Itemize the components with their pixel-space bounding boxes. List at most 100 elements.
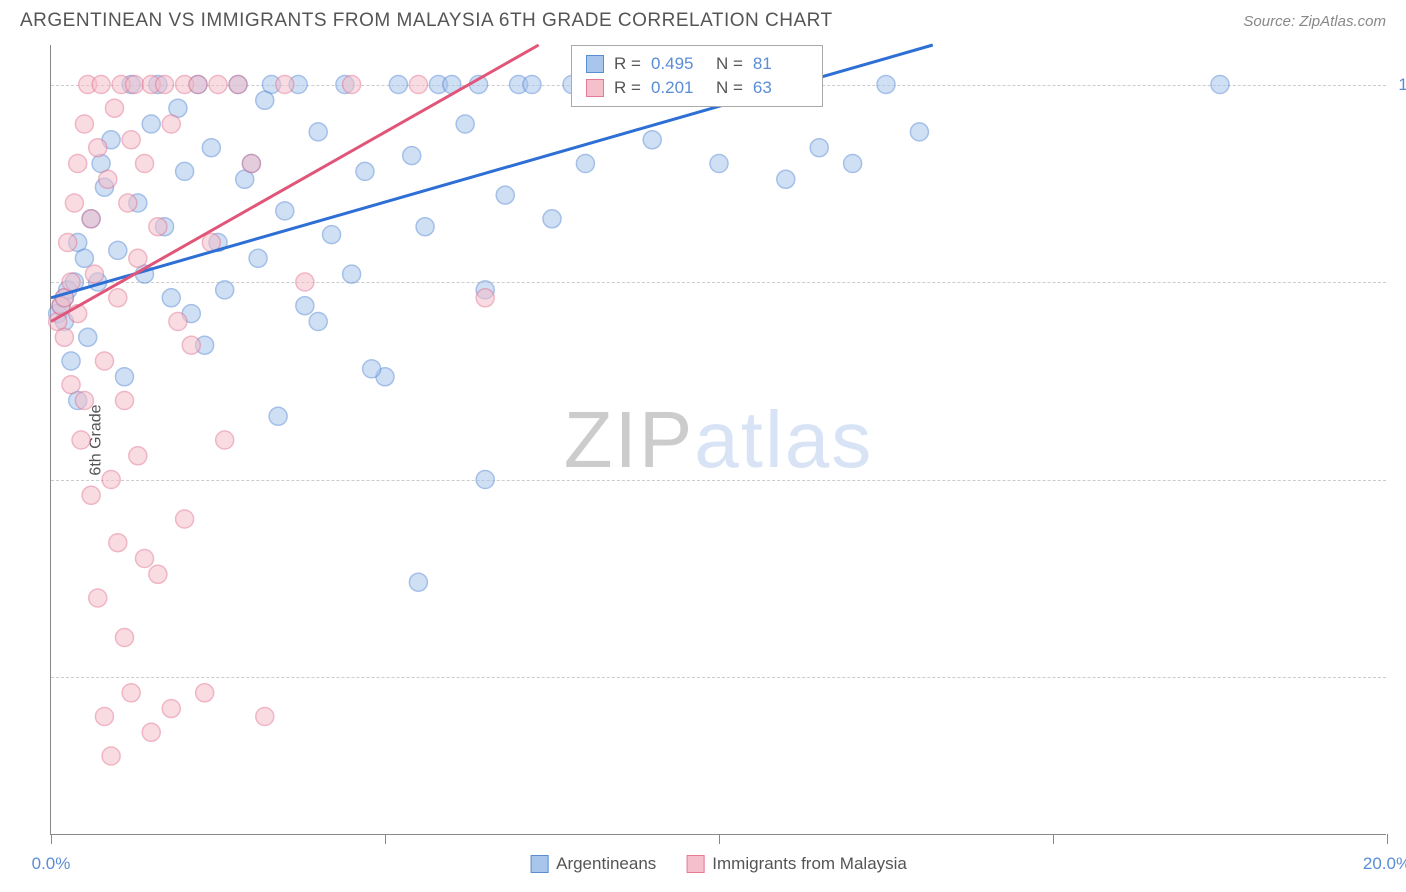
scatter-point <box>109 289 127 307</box>
scatter-point <box>122 684 140 702</box>
scatter-point <box>119 194 137 212</box>
scatter-point <box>343 265 361 283</box>
scatter-point <box>176 162 194 180</box>
plot-svg <box>51 45 1386 834</box>
scatter-point <box>356 162 374 180</box>
legend-swatch <box>530 855 548 873</box>
scatter-point <box>115 392 133 410</box>
legend-swatch <box>686 855 704 873</box>
y-tick-label: 95.0% <box>1396 470 1406 490</box>
stat-n-label: N = <box>716 78 743 98</box>
scatter-point <box>576 155 594 173</box>
x-tick <box>51 834 52 844</box>
scatter-point <box>95 708 113 726</box>
stat-n-value: 63 <box>753 78 808 98</box>
scatter-point <box>62 273 80 291</box>
x-tick-label: 20.0% <box>1363 854 1406 874</box>
scatter-point <box>109 241 127 259</box>
scatter-point <box>115 368 133 386</box>
stats-row: R = 0.495 N = 81 <box>586 52 808 76</box>
scatter-point <box>229 76 247 94</box>
scatter-point <box>269 407 287 425</box>
scatter-point <box>102 471 120 489</box>
scatter-point <box>242 155 260 173</box>
stat-n-value: 81 <box>753 54 808 74</box>
scatter-point <box>202 139 220 157</box>
stat-r-value: 0.495 <box>651 54 706 74</box>
stat-r-label: R = <box>614 54 641 74</box>
scatter-point <box>409 573 427 591</box>
scatter-point <box>543 210 561 228</box>
scatter-point <box>416 218 434 236</box>
scatter-point <box>182 336 200 354</box>
source-name: ZipAtlas.com <box>1299 13 1386 30</box>
scatter-point <box>95 352 113 370</box>
scatter-point <box>196 684 214 702</box>
scatter-point <box>85 265 103 283</box>
stat-n-label: N = <box>716 54 743 74</box>
scatter-point <box>142 115 160 133</box>
legend-label: Immigrants from Malaysia <box>712 854 907 874</box>
legend-label: Argentineans <box>556 854 656 874</box>
scatter-point <box>309 313 327 331</box>
scatter-point <box>409 76 427 94</box>
scatter-point <box>162 700 180 718</box>
scatter-point <box>476 289 494 307</box>
scatter-point <box>136 155 154 173</box>
scatter-point <box>209 76 227 94</box>
scatter-point <box>105 99 123 117</box>
x-tick-label: 0.0% <box>32 854 71 874</box>
scatter-point <box>149 218 167 236</box>
scatter-point <box>176 510 194 528</box>
legend-swatch <box>586 55 604 73</box>
scatter-point <box>403 147 421 165</box>
legend-swatch <box>586 79 604 97</box>
scatter-point <box>844 155 862 173</box>
scatter-point <box>79 328 97 346</box>
scatter-point <box>296 297 314 315</box>
scatter-point <box>129 249 147 267</box>
x-tick <box>385 834 386 844</box>
scatter-point <box>82 486 100 504</box>
scatter-point <box>156 76 174 94</box>
scatter-point <box>276 202 294 220</box>
y-tick-label: 100.0% <box>1396 75 1406 95</box>
scatter-point <box>216 281 234 299</box>
stat-r-value: 0.201 <box>651 78 706 98</box>
scatter-point <box>82 210 100 228</box>
scatter-point <box>456 115 474 133</box>
y-tick-label: 92.5% <box>1396 667 1406 687</box>
y-tick-label: 97.5% <box>1396 272 1406 292</box>
x-tick <box>1387 834 1388 844</box>
scatter-point <box>69 155 87 173</box>
scatter-point <box>1211 76 1229 94</box>
source-label: Source: <box>1243 13 1299 30</box>
scatter-point <box>343 76 361 94</box>
x-tick <box>1053 834 1054 844</box>
scatter-point <box>496 186 514 204</box>
bottom-legend: Argentineans Immigrants from Malaysia <box>530 854 907 874</box>
scatter-point <box>115 629 133 647</box>
scatter-point <box>72 431 90 449</box>
scatter-point <box>136 550 154 568</box>
scatter-point <box>523 76 541 94</box>
scatter-point <box>643 131 661 149</box>
stat-r-label: R = <box>614 78 641 98</box>
scatter-point <box>309 123 327 141</box>
chart-title: ARGENTINEAN VS IMMIGRANTS FROM MALAYSIA … <box>20 10 833 32</box>
scatter-point <box>877 76 895 94</box>
scatter-point <box>65 194 83 212</box>
scatter-point <box>142 723 160 741</box>
scatter-point <box>62 376 80 394</box>
scatter-point <box>910 123 928 141</box>
scatter-chart: 6th Grade 0.0%20.0% 92.5%95.0%97.5%100.0… <box>50 45 1386 835</box>
scatter-point <box>810 139 828 157</box>
scatter-point <box>99 170 117 188</box>
scatter-point <box>256 91 274 109</box>
scatter-point <box>55 328 73 346</box>
scatter-point <box>129 447 147 465</box>
x-tick <box>719 834 720 844</box>
scatter-point <box>92 76 110 94</box>
stats-row: R = 0.201 N = 63 <box>586 76 808 100</box>
scatter-point <box>276 76 294 94</box>
